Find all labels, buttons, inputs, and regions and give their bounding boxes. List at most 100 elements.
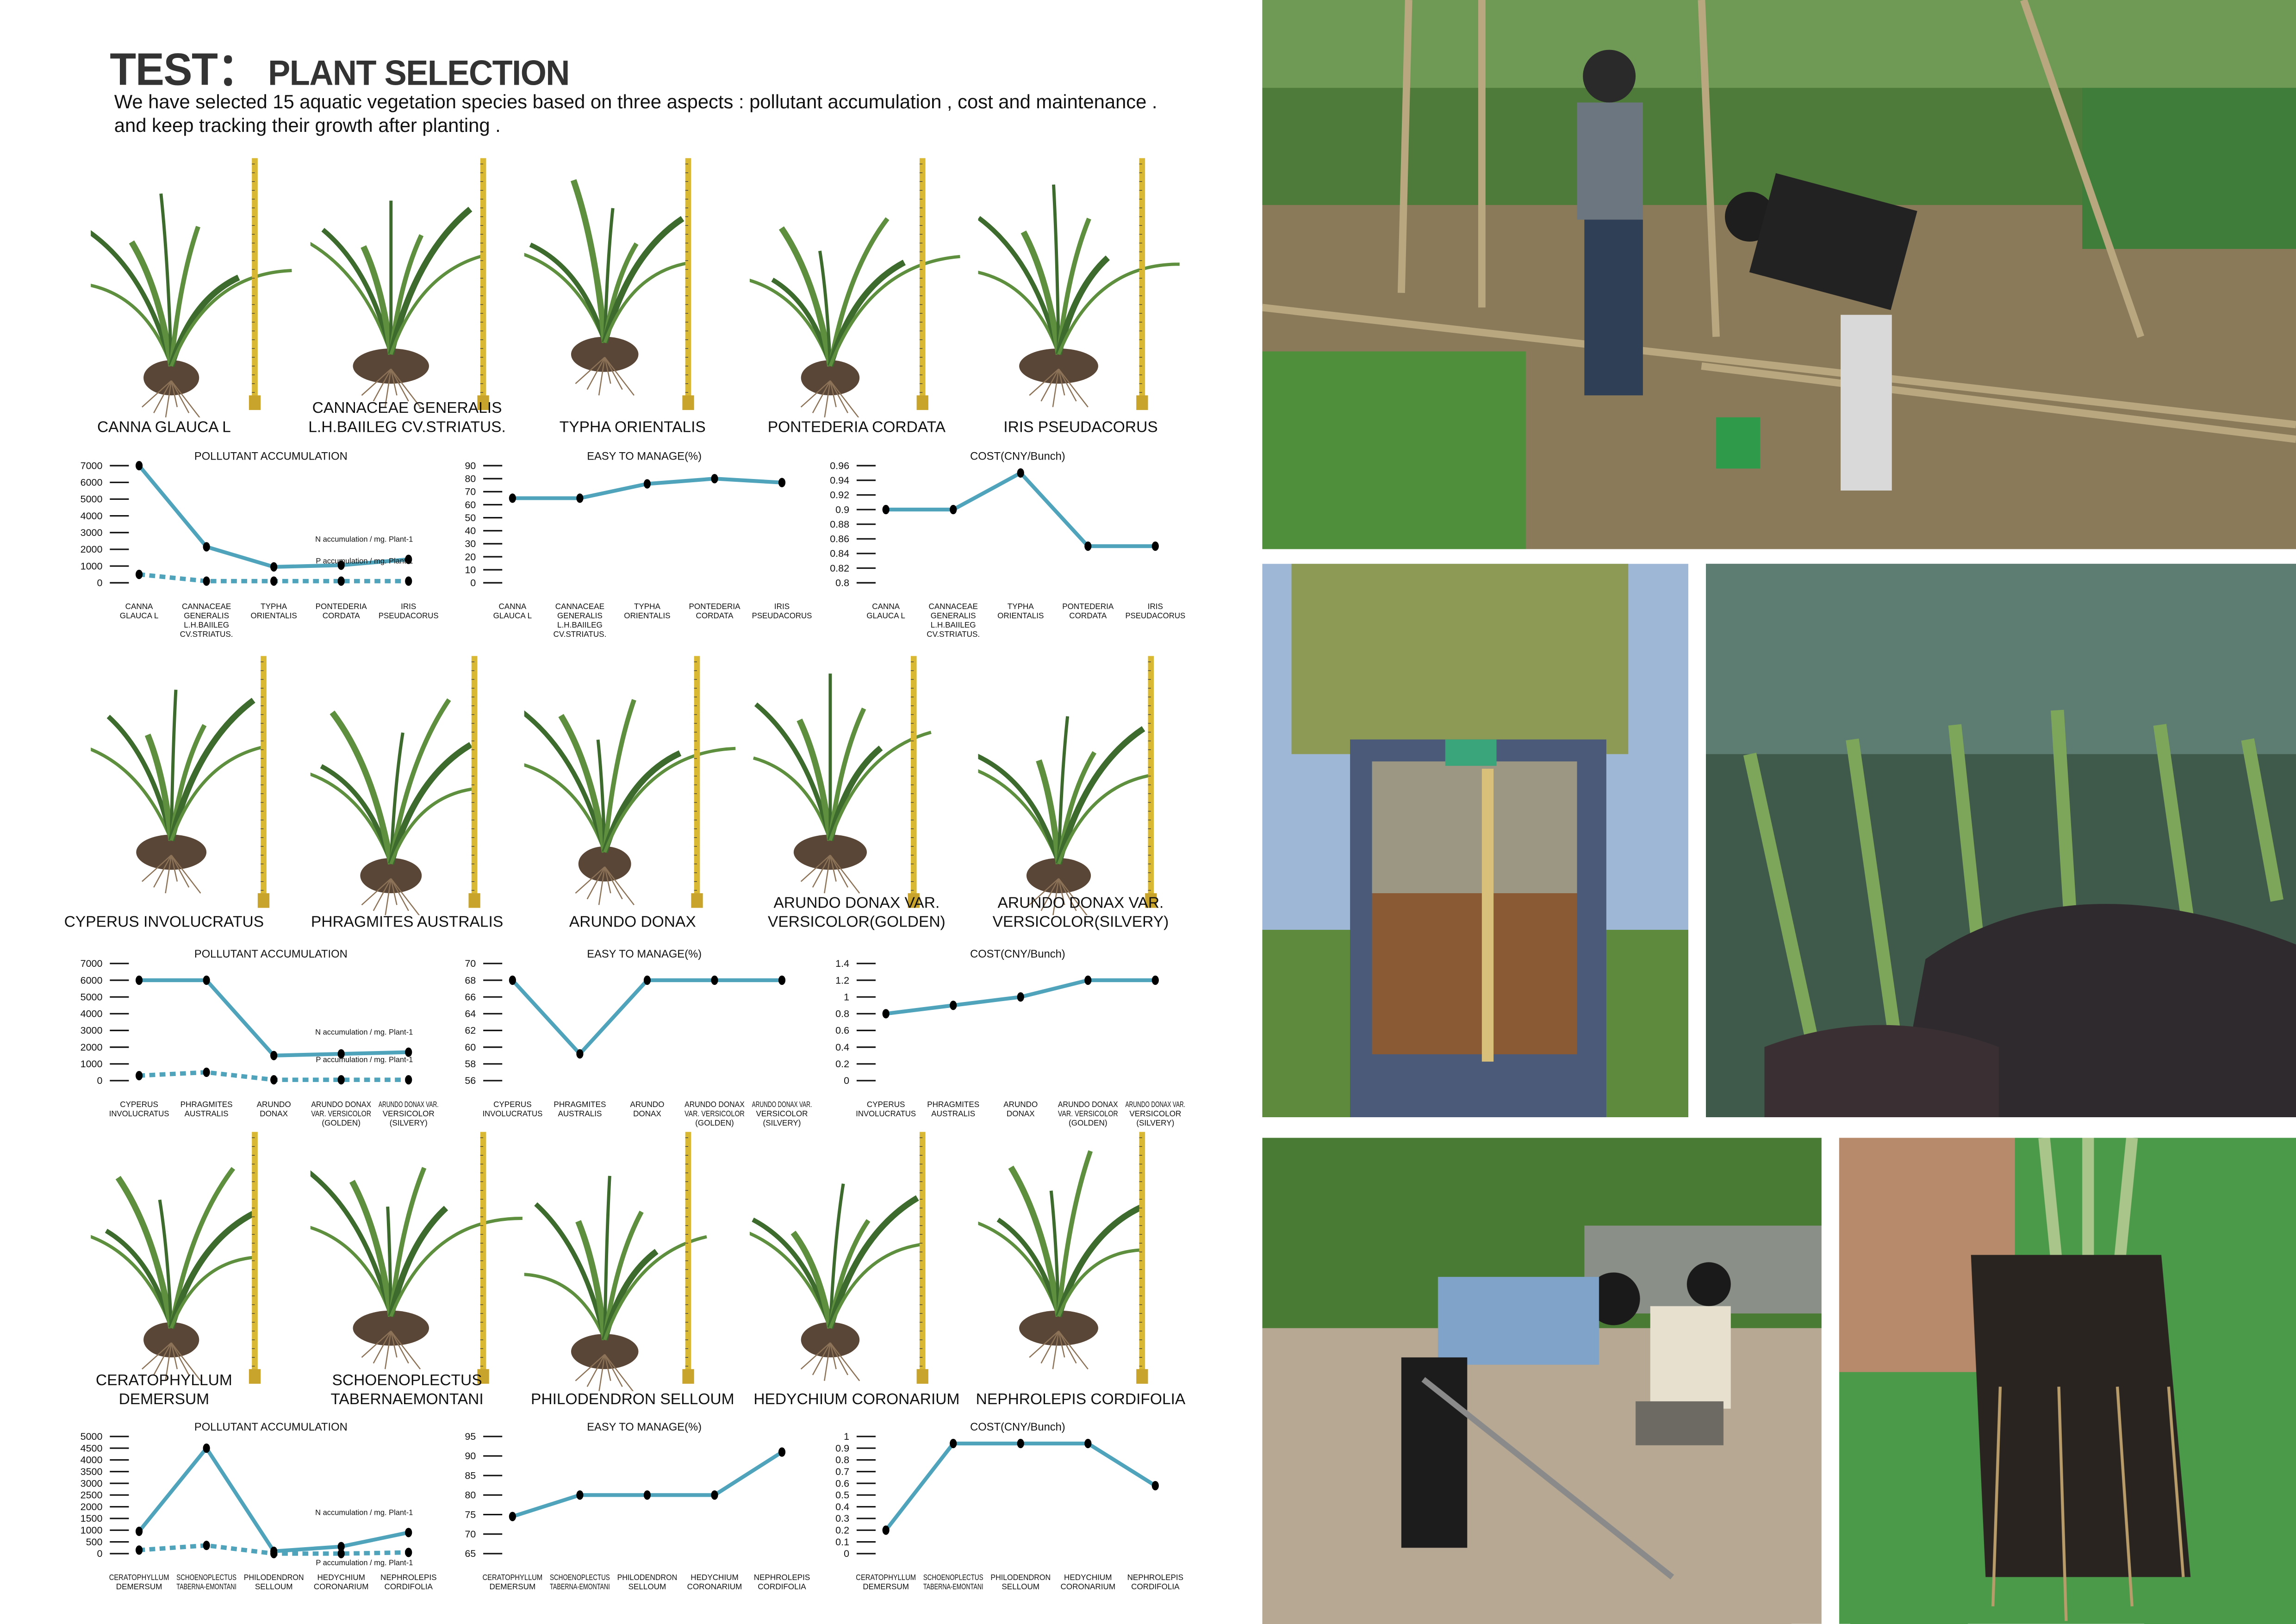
plant-illustration — [704, 1183, 924, 1381]
y-tick-label: 0.4 — [835, 1501, 849, 1512]
y-tick-label: 0 — [97, 578, 103, 589]
x-tick-label: ARUNDO DONAX VAR.VERSICOLOR(SILVERY) — [752, 1100, 812, 1127]
svg-text:ARUNDO DONAX VAR.: ARUNDO DONAX VAR. — [1125, 1100, 1185, 1109]
data-point — [337, 1049, 345, 1059]
svg-text:CERATOPHYLLUM: CERATOPHYLLUM — [483, 1573, 543, 1582]
svg-text:INVOLUCRATUS: INVOLUCRATUS — [483, 1109, 543, 1118]
data-point — [203, 975, 210, 985]
svg-text:ARUNDO DONAX VAR.: ARUNDO DONAX VAR. — [379, 1100, 439, 1109]
plant-name-label: CERATOPHYLLUM DEMERSUM — [95, 1372, 232, 1408]
svg-text:PONTEDERIA: PONTEDERIA — [1062, 602, 1114, 611]
y-tick-label: 70 — [465, 1529, 476, 1540]
svg-text:GLAUCA L: GLAUCA L — [493, 611, 532, 620]
chart-title: POLLUTANT ACCUMULATION — [194, 450, 348, 462]
series-annotation: N accumulation / mg. Plant-1 — [315, 1028, 413, 1037]
svg-text:CANNACEAE: CANNACEAE — [182, 602, 231, 611]
svg-text:HEDYCHIUM: HEDYCHIUM — [1064, 1573, 1112, 1582]
person-left — [1577, 50, 1643, 396]
svg-text:TYPHA: TYPHA — [634, 602, 661, 611]
svg-text:VAR. VERSICOLOR: VAR. VERSICOLOR — [1058, 1109, 1118, 1118]
y-tick-label: 1000 — [81, 560, 103, 572]
line-chart: POLLUTANT ACCUMULATION 0 500 1000 1500 2000 25… — [81, 1418, 454, 1615]
y-tick-label: 66 — [465, 991, 476, 1002]
plant-name-label: HEDYCHIUM CORONARIUM — [753, 1390, 960, 1408]
plant-specimen-image — [35, 644, 311, 915]
plant-specimen-image — [484, 146, 744, 417]
measuring-tape — [1136, 158, 1148, 410]
y-tick-label: 0 — [97, 1548, 103, 1559]
data-point — [270, 1075, 278, 1085]
plant-name-label: TYPHA ORIENTALIS — [559, 418, 706, 436]
y-tick-label: 4000 — [81, 1008, 103, 1020]
plant-illustration — [484, 179, 689, 396]
svg-text:HEDYCHIUM: HEDYCHIUM — [317, 1573, 365, 1582]
data-point — [1084, 1438, 1092, 1449]
svg-text:CORDATA: CORDATA — [323, 611, 361, 620]
data-point — [405, 554, 412, 564]
data-point — [135, 1545, 143, 1555]
data-point — [203, 542, 210, 552]
plant-illustration — [927, 716, 1152, 917]
y-tick-label: 0.9 — [835, 1443, 849, 1454]
svg-text:CANNA: CANNA — [872, 602, 900, 611]
data-point — [882, 504, 890, 515]
y-tick-label: 4000 — [81, 510, 103, 522]
svg-text:SELLOUM: SELLOUM — [628, 1582, 666, 1591]
svg-text:TYPHA: TYPHA — [1008, 602, 1034, 611]
plant-specimen-image — [84, 146, 311, 419]
svg-text:TABERNA-EMONTANI: TABERNA-EMONTANI — [176, 1582, 236, 1591]
data-point — [405, 576, 412, 586]
plant-illustration — [753, 673, 932, 894]
svg-text:PHRAGMITES: PHRAGMITES — [927, 1100, 979, 1109]
measuring-tape — [1136, 1132, 1148, 1384]
svg-text:CYPERUS: CYPERUS — [493, 1100, 532, 1109]
data-point — [882, 1525, 890, 1535]
series-line — [886, 470, 1156, 548]
y-tick-label: 80 — [465, 473, 476, 485]
svg-text:ARUNDO: ARUNDO — [630, 1100, 664, 1109]
line-chart: COST(CNY/Bunch) 0 0.2 0.4 0.6 0.8 1 1.2 1.4 CYPER… — [828, 945, 1201, 1142]
data-point — [337, 576, 345, 586]
svg-text:CANNA: CANNA — [498, 602, 526, 611]
page-title: TEST： PLANT SELECTION — [110, 32, 570, 98]
svg-text:SCHOENOPLECTUS: SCHOENOPLECTUS — [176, 1573, 236, 1582]
svg-text:(GOLDEN): (GOLDEN) — [695, 1119, 734, 1127]
plant-name-label: CYPERUS INVOLUCRATUS — [64, 913, 264, 931]
x-tick-label: ARUNDO DONAX VAR.VERSICOLOR(SILVERY) — [379, 1100, 439, 1127]
chart-title: EASY TO MANAGE(%) — [587, 1421, 702, 1433]
data-point — [203, 1541, 210, 1550]
plant-specimen-image — [300, 1120, 530, 1391]
plant-name-label: CANNACEAE GENERALIS L.H.BAIILEG CV.STRIA… — [308, 399, 506, 436]
svg-text:ARUNDO: ARUNDO — [1003, 1100, 1038, 1109]
series-annotation: P accumulation / mg. Plant-1 — [316, 1559, 413, 1567]
plant-name-label: ARUNDO DONAX VAR. VERSICOLOR(SILVERY) — [992, 895, 1169, 931]
plant-specimen-image — [729, 146, 970, 419]
plant-name-label: CANNA GLAUCA L — [97, 418, 231, 436]
svg-text:IRIS: IRIS — [1148, 602, 1163, 611]
data-point — [203, 1443, 210, 1453]
plant-specimen-image — [516, 1120, 744, 1393]
data-point — [270, 576, 278, 586]
y-tick-label: 95 — [465, 1431, 476, 1442]
data-point — [337, 1549, 345, 1559]
plant-illustration — [61, 1167, 255, 1381]
y-tick-label: 1500 — [81, 1513, 103, 1524]
svg-text:PONTEDERIA: PONTEDERIA — [689, 602, 740, 611]
photo-soil-column — [1262, 564, 1688, 1118]
plant-name-label: ARUNDO DONAX VAR. VERSICOLOR(GOLDEN) — [768, 895, 946, 931]
y-tick-label: 0.6 — [835, 1478, 849, 1489]
plant-illustration — [516, 1176, 707, 1393]
data-point — [270, 1051, 278, 1060]
title-text: PLANT SELECTION — [268, 54, 570, 94]
svg-text:ORIENTALIS: ORIENTALIS — [997, 611, 1044, 620]
measuring-tape — [1145, 656, 1157, 908]
